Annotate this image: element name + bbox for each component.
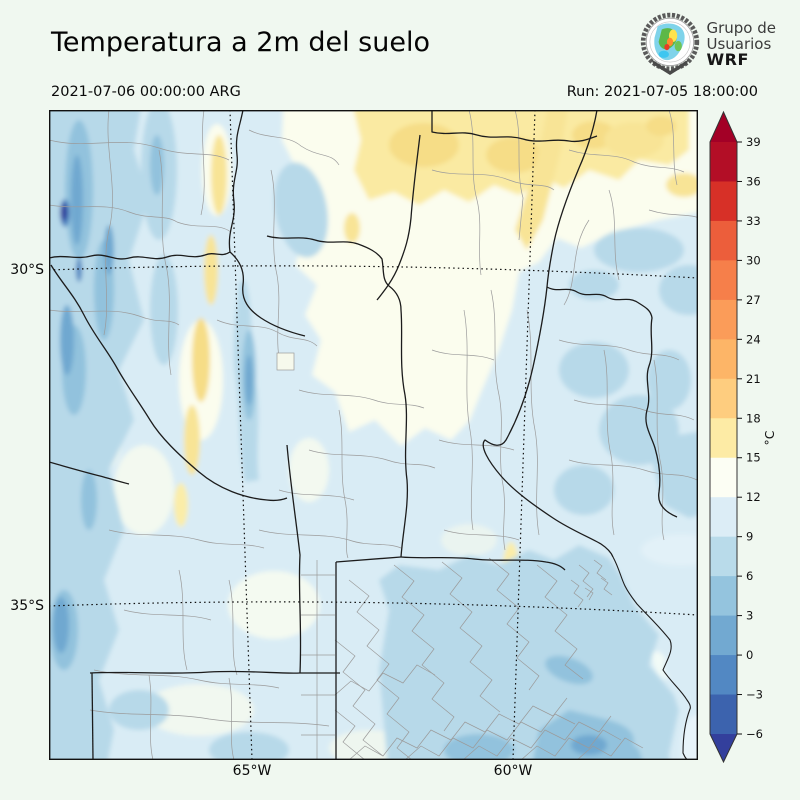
svg-text:33: 33 (746, 214, 761, 228)
svg-text:39: 39 (746, 135, 761, 149)
svg-text:3: 3 (746, 609, 753, 623)
svg-text:−6: −6 (746, 727, 763, 741)
y-axis-tick-35s: 35°S (10, 598, 44, 614)
svg-text:27: 27 (746, 293, 761, 307)
x-axis-tick-60w: 60°W (493, 763, 533, 779)
svg-text:36: 36 (746, 174, 761, 188)
svg-text:18: 18 (746, 411, 761, 425)
map-plot (48, 109, 698, 760)
map-frame (48, 109, 698, 760)
department-boundaries (49, 110, 698, 760)
page-title: Temperatura a 2m del suelo (51, 27, 430, 58)
logo-line-3: WRF (706, 50, 749, 69)
svg-text:30: 30 (746, 253, 761, 267)
run-time-label: Run: 2021-07-05 18:00:00 (566, 84, 758, 100)
valid-time-label: 2021-07-06 00:00:00 ARG (51, 84, 241, 100)
svg-text:12: 12 (746, 490, 761, 504)
svg-text:6: 6 (746, 569, 753, 583)
svg-text:21: 21 (746, 372, 761, 386)
svg-text:−3: −3 (746, 688, 763, 702)
svg-text:°C: °C (762, 430, 777, 445)
colorbar: 39 36 33 30 27 24 21 18 15 12 9 6 3 0 −3 −6 °C (702, 98, 798, 790)
wrf-user-group-logo: Grupo de Usuarios WRF (639, 12, 776, 76)
temperature-map-canvas (48, 109, 698, 760)
wrf-globe-logo-icon (641, 12, 700, 75)
temperature-field (49, 110, 698, 760)
graticule-gridlines (49, 110, 698, 760)
logo-line-2: Usuarios (706, 35, 772, 53)
province-boundaries (49, 110, 691, 760)
svg-text:9: 9 (746, 530, 753, 544)
svg-text:0: 0 (746, 648, 753, 662)
logo-line-1: Grupo de (706, 19, 776, 37)
y-axis-tick-30s: 30°S (10, 262, 44, 278)
svg-text:15: 15 (746, 451, 761, 465)
x-axis-tick-65w: 65°W (232, 763, 272, 779)
svg-text:24: 24 (746, 332, 761, 346)
